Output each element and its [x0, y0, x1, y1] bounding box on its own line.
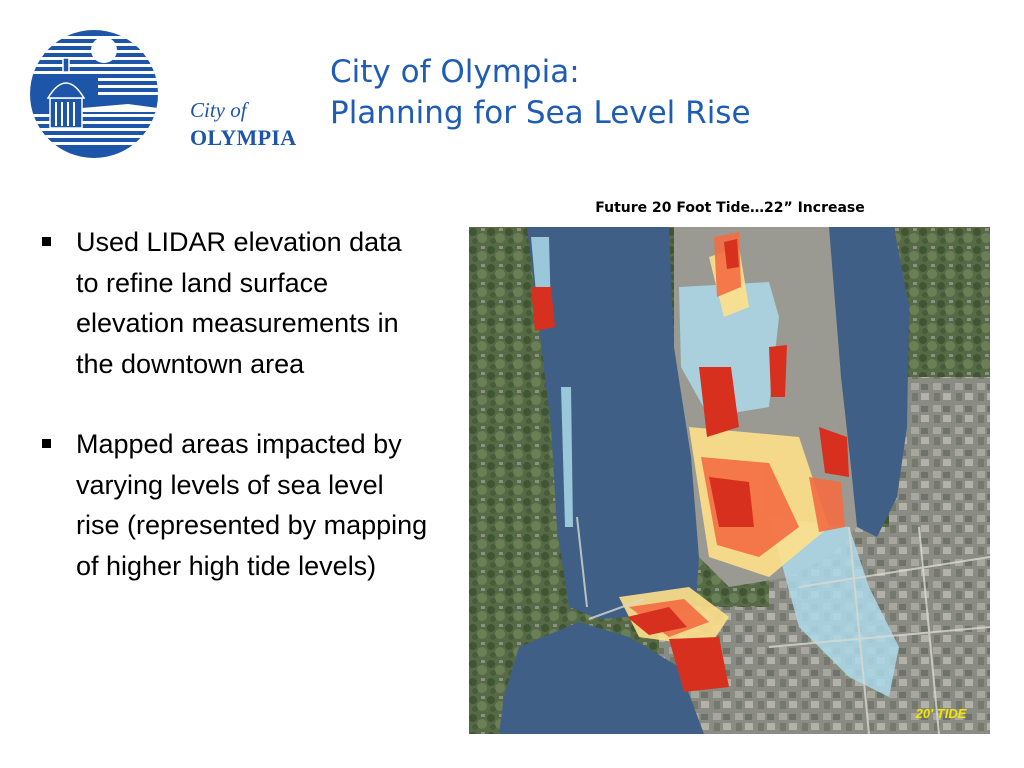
city-logo: City of OLYMPIA [28, 28, 296, 164]
slide-title: City of Olympia: Planning for Sea Level … [330, 52, 970, 134]
capitol-lake-water [499, 622, 704, 734]
city-seal-icon [30, 30, 158, 158]
logo-olympia-text: OLYMPIA [190, 125, 297, 150]
map-caption: Future 20 Foot Tide…22” Increase [595, 200, 865, 216]
logo-city-of-text: City of [190, 98, 247, 122]
square-bullet-icon [42, 237, 51, 246]
tide-level-badge: 20' TIDE [915, 706, 967, 721]
bullet-item: Mapped areas impacted by varying levels … [40, 424, 430, 586]
title-line-2: Planning for Sea Level Rise [330, 95, 751, 131]
sea-level-rise-map: 20' TIDE [469, 227, 990, 734]
bullet-list: Used LIDAR elevation data to refine land… [40, 222, 430, 626]
bullet-item: Used LIDAR elevation data to refine land… [40, 222, 430, 384]
map-image: 20' TIDE [469, 227, 990, 734]
square-bullet-icon [42, 439, 51, 448]
bullet-text: Mapped areas impacted by varying levels … [76, 429, 428, 581]
title-line-1: City of Olympia: [330, 54, 580, 90]
bullet-text: Used LIDAR elevation data to refine land… [76, 227, 402, 379]
east-bay-water [829, 227, 909, 537]
